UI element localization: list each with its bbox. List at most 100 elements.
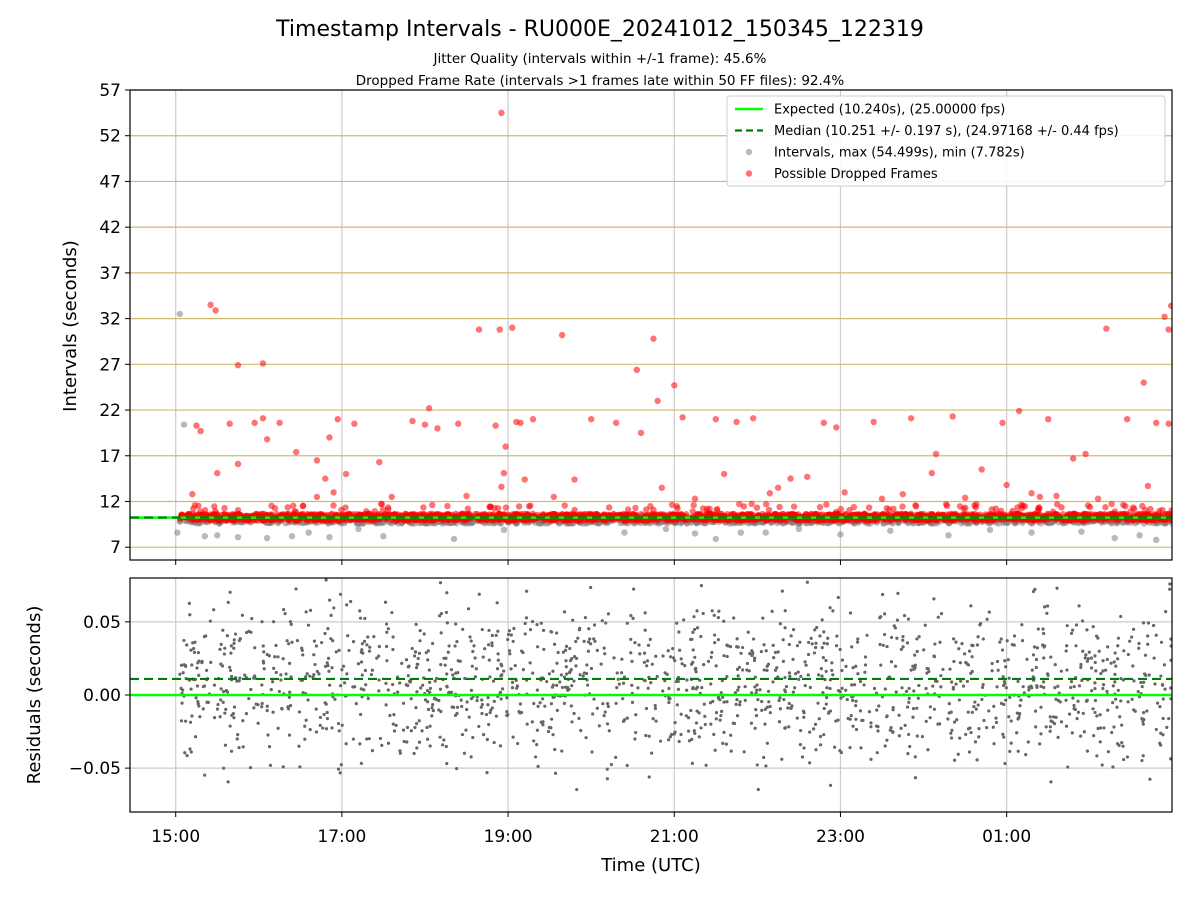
residual-point [615, 671, 619, 675]
dropped-frame-point [1165, 420, 1172, 427]
residual-point [668, 697, 672, 701]
residual-point [425, 737, 430, 741]
dropped-frame-point [421, 421, 429, 428]
residual-point [890, 635, 894, 640]
residual-point [589, 642, 593, 646]
residual-point [833, 745, 837, 749]
dropped-frame-point [1069, 455, 1077, 462]
residual-point [244, 712, 249, 716]
residual-point [814, 641, 818, 645]
residual-point [738, 700, 742, 704]
residual-point [288, 690, 292, 694]
dropped-frame-point [226, 420, 233, 427]
residual-point [1152, 656, 1156, 660]
residual-point [441, 743, 445, 747]
residual-point [1048, 715, 1052, 719]
residual-point [232, 641, 236, 646]
residual-point [762, 668, 766, 672]
residual-point [398, 681, 402, 685]
bottom-y-tick-label: −0.05 [69, 759, 121, 779]
residual-point [786, 706, 790, 710]
residual-point [820, 646, 824, 650]
residual-point [787, 642, 791, 647]
residual-point [237, 679, 241, 683]
residual-point [229, 644, 233, 648]
residual-point [304, 718, 308, 722]
residual-point [878, 642, 882, 647]
residual-point [917, 635, 921, 639]
dropped-frame-point [1108, 500, 1115, 508]
residual-point [368, 645, 372, 649]
residual-point [1120, 740, 1124, 745]
residual-point [896, 591, 900, 595]
residual-point [1114, 664, 1118, 668]
dropped-frame-point [529, 415, 537, 423]
dropped-frame-point [820, 419, 828, 427]
residual-point [881, 643, 885, 647]
residual-point [915, 637, 919, 641]
residual-point [647, 775, 651, 779]
residual-point [1033, 587, 1037, 591]
residual-point [753, 726, 757, 730]
residual-point [695, 609, 699, 613]
residual-point [783, 726, 788, 730]
residual-point [346, 634, 350, 638]
residual-point [634, 713, 638, 717]
residual-point [719, 691, 723, 695]
residual-point [577, 716, 581, 720]
residual-point [530, 720, 534, 724]
residual-point [773, 668, 778, 672]
dropped-frame-point [550, 493, 557, 501]
residual-point [330, 666, 334, 670]
dropped-frame-point [992, 505, 1000, 512]
residual-point [840, 686, 844, 690]
residual-point [947, 702, 951, 706]
residual-point [950, 728, 954, 732]
residual-point [790, 704, 794, 708]
residual-point [821, 656, 825, 660]
residual-point [547, 725, 551, 730]
residual-point [709, 682, 713, 686]
residual-point [991, 725, 995, 729]
residual-point [1042, 685, 1046, 690]
residual-point [795, 644, 800, 648]
residual-point [699, 634, 703, 639]
residual-point [739, 651, 743, 655]
residual-point [233, 632, 238, 636]
residual-point [938, 640, 942, 644]
residual-point [438, 614, 442, 618]
residual-point [1065, 668, 1069, 672]
dropped-frame-point [928, 469, 936, 477]
residual-point [1041, 680, 1046, 684]
residual-point [1044, 725, 1048, 729]
residual-point [642, 660, 647, 664]
residual-point [694, 687, 698, 691]
residual-point [900, 686, 904, 690]
residual-point [386, 627, 390, 631]
residual-point [783, 690, 788, 694]
residual-point [809, 636, 813, 640]
residual-point [949, 736, 954, 740]
residual-point [592, 637, 596, 641]
residual-point [1136, 689, 1140, 694]
residual-point [831, 673, 835, 677]
residual-point [848, 611, 853, 615]
residual-point [835, 634, 839, 638]
residual-point [1089, 656, 1094, 660]
residual-point [725, 700, 729, 704]
interval-point [500, 526, 508, 534]
residual-point [699, 583, 704, 588]
interval-point [795, 525, 803, 533]
residual-point [999, 701, 1004, 705]
residual-point [716, 638, 720, 642]
residual-point [1056, 735, 1060, 739]
residual-point [1094, 669, 1098, 673]
residual-point [994, 716, 998, 720]
residual-point [1122, 649, 1126, 653]
residual-point [439, 663, 443, 667]
residual-point [1039, 684, 1043, 689]
dropped-frame-point [578, 511, 585, 518]
top-y-tick-label: 17 [99, 447, 121, 467]
residual-point [791, 690, 795, 694]
residual-point [721, 695, 725, 699]
